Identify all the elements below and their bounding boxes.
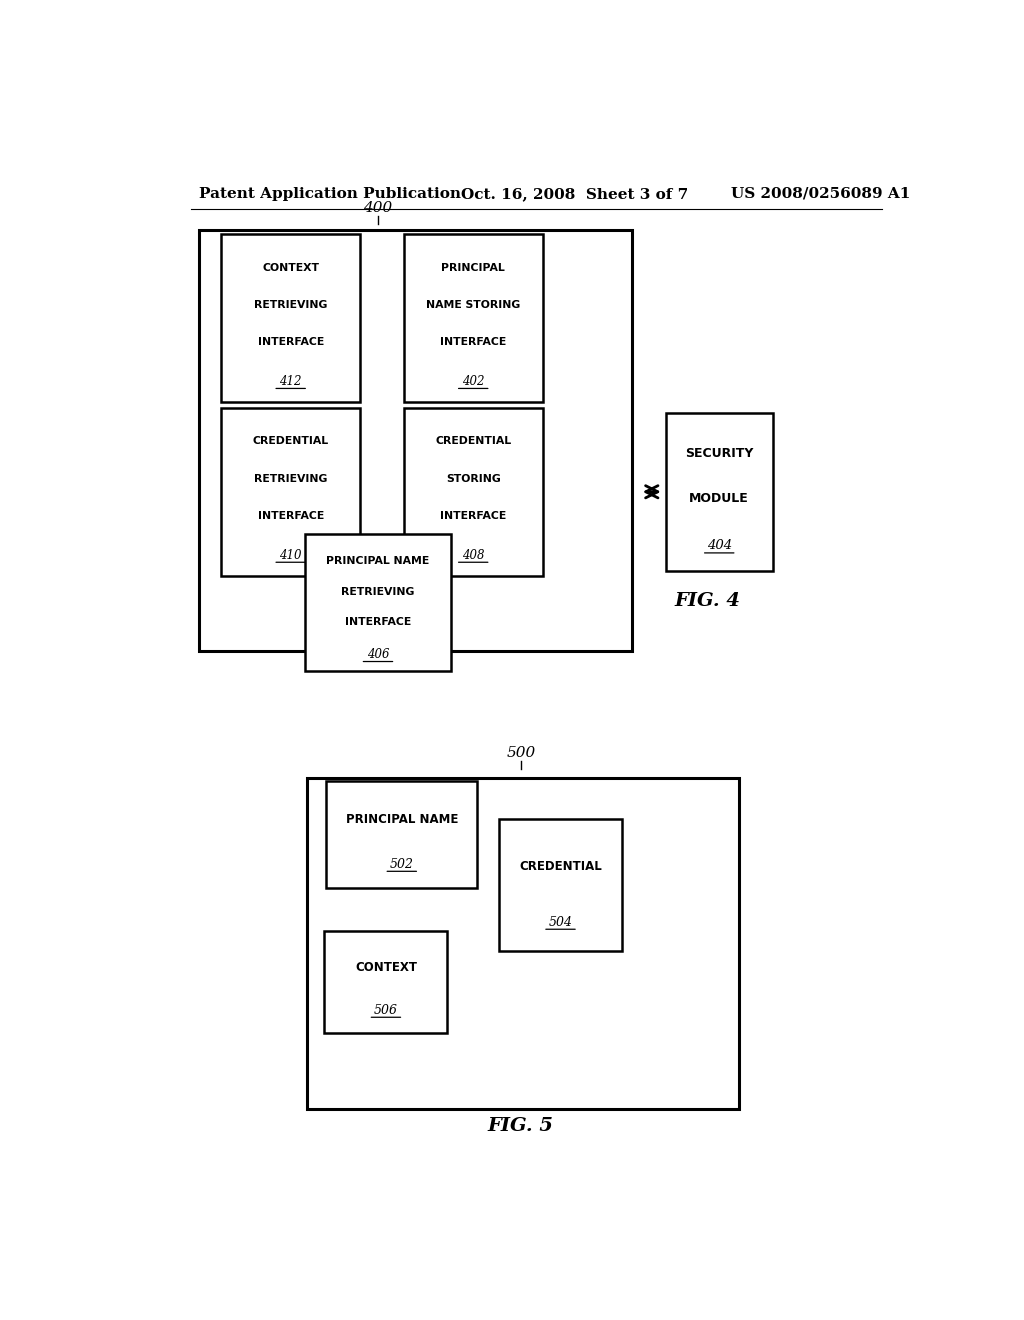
Text: RETRIEVING: RETRIEVING bbox=[254, 300, 328, 310]
Text: RETRIEVING: RETRIEVING bbox=[254, 474, 328, 483]
Text: INTERFACE: INTERFACE bbox=[258, 511, 324, 521]
FancyBboxPatch shape bbox=[403, 234, 543, 401]
Text: INTERFACE: INTERFACE bbox=[258, 337, 324, 347]
Text: STORING: STORING bbox=[445, 474, 501, 483]
Text: CONTEXT: CONTEXT bbox=[262, 263, 319, 273]
Text: MODULE: MODULE bbox=[689, 492, 750, 506]
FancyBboxPatch shape bbox=[306, 779, 739, 1109]
Text: US 2008/0256089 A1: US 2008/0256089 A1 bbox=[731, 187, 910, 201]
Text: SECURITY: SECURITY bbox=[685, 447, 754, 459]
Text: RETRIEVING: RETRIEVING bbox=[341, 587, 415, 597]
FancyBboxPatch shape bbox=[200, 230, 632, 651]
Text: 506: 506 bbox=[374, 1003, 398, 1016]
FancyBboxPatch shape bbox=[403, 408, 543, 576]
Text: FIG. 4: FIG. 4 bbox=[675, 591, 740, 610]
Text: 410: 410 bbox=[280, 549, 302, 561]
FancyBboxPatch shape bbox=[221, 408, 360, 576]
Text: 402: 402 bbox=[462, 375, 484, 388]
FancyBboxPatch shape bbox=[499, 818, 622, 952]
Text: INTERFACE: INTERFACE bbox=[440, 337, 506, 347]
Text: CONTEXT: CONTEXT bbox=[355, 961, 417, 974]
Text: Patent Application Publication: Patent Application Publication bbox=[200, 187, 462, 201]
Text: Oct. 16, 2008  Sheet 3 of 7: Oct. 16, 2008 Sheet 3 of 7 bbox=[461, 187, 688, 201]
Text: 500: 500 bbox=[506, 746, 536, 760]
Text: 412: 412 bbox=[280, 375, 302, 388]
Text: 504: 504 bbox=[549, 916, 572, 929]
Text: INTERFACE: INTERFACE bbox=[345, 618, 411, 627]
FancyBboxPatch shape bbox=[221, 234, 360, 401]
Text: NAME STORING: NAME STORING bbox=[426, 300, 520, 310]
Text: CREDENTIAL: CREDENTIAL bbox=[519, 861, 602, 873]
Text: 400: 400 bbox=[364, 202, 392, 215]
Text: 502: 502 bbox=[390, 858, 414, 871]
FancyBboxPatch shape bbox=[304, 535, 452, 671]
Text: PRINCIPAL NAME: PRINCIPAL NAME bbox=[346, 813, 458, 826]
FancyBboxPatch shape bbox=[325, 931, 447, 1032]
FancyBboxPatch shape bbox=[666, 413, 773, 570]
Text: 406: 406 bbox=[367, 648, 389, 661]
Text: 404: 404 bbox=[707, 540, 732, 552]
Text: CREDENTIAL: CREDENTIAL bbox=[435, 437, 511, 446]
FancyBboxPatch shape bbox=[327, 781, 477, 887]
Text: 408: 408 bbox=[462, 549, 484, 561]
Text: PRINCIPAL: PRINCIPAL bbox=[441, 263, 505, 273]
Text: CREDENTIAL: CREDENTIAL bbox=[253, 437, 329, 446]
Text: FIG. 5: FIG. 5 bbox=[487, 1117, 554, 1135]
Text: PRINCIPAL NAME: PRINCIPAL NAME bbox=[327, 557, 430, 566]
Text: INTERFACE: INTERFACE bbox=[440, 511, 506, 521]
